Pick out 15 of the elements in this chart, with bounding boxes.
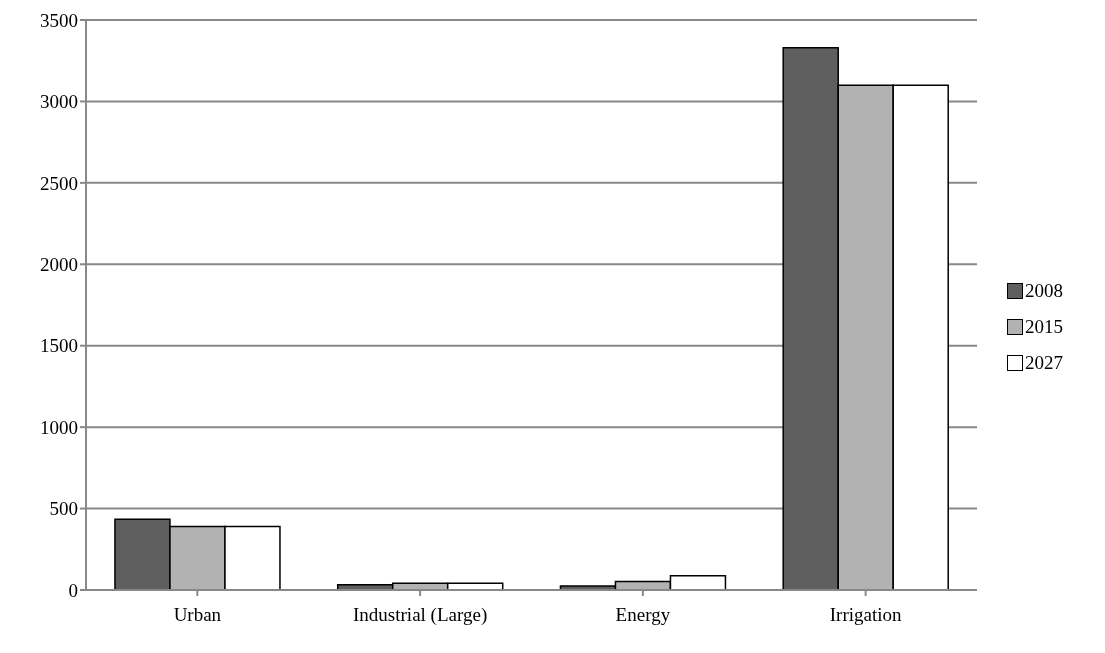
y-tick-label: 3000 xyxy=(40,91,78,113)
x-tick-label: Urban xyxy=(173,604,222,626)
y-tick-label: 500 xyxy=(49,498,78,520)
y-tick-label: 2000 xyxy=(40,254,78,276)
legend-label: 2008 xyxy=(1025,279,1063,302)
y-tick-label: 2500 xyxy=(40,172,78,194)
y-tick-label: 3500 xyxy=(40,9,78,31)
x-tick-label: Energy xyxy=(615,604,671,626)
y-tick-label: 1500 xyxy=(40,335,78,357)
y-tick-label: 0 xyxy=(68,579,78,601)
legend-label: 2027 xyxy=(1025,351,1063,374)
x-tick-label: Industrial (Large) xyxy=(353,604,488,627)
y-tick-label: 1000 xyxy=(40,416,78,438)
legend-label: 2015 xyxy=(1025,315,1063,338)
x-tick-label: Irrigation xyxy=(829,604,902,626)
